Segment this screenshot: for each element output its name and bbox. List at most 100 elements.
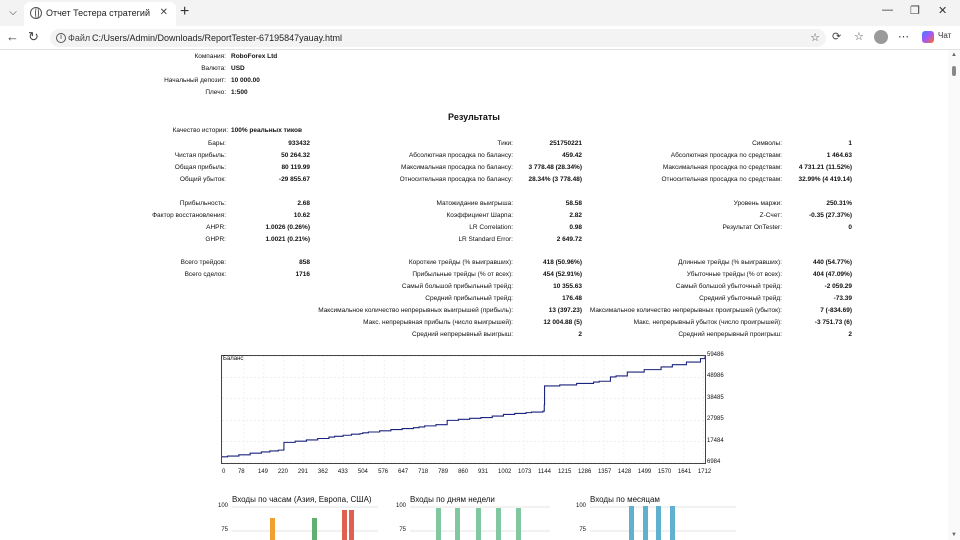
scroll-down-arrow[interactable]: ▼ xyxy=(951,532,957,538)
copilot-icon[interactable] xyxy=(922,31,934,43)
extension-icon[interactable]: ⟳ xyxy=(832,31,842,43)
col3-value: -73.39 xyxy=(833,295,852,302)
col1-label: Бары: xyxy=(208,140,226,147)
header-label: Компания: xyxy=(194,53,226,60)
col3-label: Максимальная просадка по средствам: xyxy=(662,164,782,171)
x-tick-label: 220 xyxy=(277,469,288,475)
reload-icon[interactable]: ↻ xyxy=(28,29,39,44)
col2-label: Коэффициент Шарпа: xyxy=(446,212,513,219)
mini-y-tick: 100 xyxy=(217,503,228,509)
x-tick-label: 789 xyxy=(438,469,449,475)
col3-value: 4 731.21 (11.52%) xyxy=(798,164,852,171)
results-heading: Результаты xyxy=(448,112,500,122)
scroll-thumb[interactable] xyxy=(952,66,956,76)
col2-label: Самый большой прибыльный трейд: xyxy=(401,283,513,290)
col3-value: 7 (-834.69) xyxy=(820,307,852,314)
col1-value: 1716 xyxy=(295,271,310,278)
y-tick-label: 59486 xyxy=(707,352,724,358)
info-icon[interactable]: i xyxy=(56,33,66,43)
col2-value: 12 004.88 (5) xyxy=(543,319,582,326)
col2-label: Максимальная просадка по балансу: xyxy=(401,164,513,171)
more-menu-icon[interactable]: ⋯ xyxy=(898,31,909,43)
col2-label: Средний прибыльный трейд: xyxy=(425,295,513,302)
mini-y-tick: 75 xyxy=(579,527,586,533)
col3-value: 404 (47.09%) xyxy=(812,271,852,278)
col3-value: 1 xyxy=(848,140,852,147)
mini-bar xyxy=(643,506,648,540)
col1-value: 1.0021 (0.21%) xyxy=(265,236,310,243)
x-tick-label: 1144 xyxy=(538,469,551,475)
col2-value: 176.48 xyxy=(562,295,582,302)
col1-label: GHPR: xyxy=(205,236,226,243)
globe-icon xyxy=(30,7,42,19)
mini-bar xyxy=(496,508,501,540)
x-tick-label: 1428 xyxy=(617,469,632,475)
col3-value: 1 464.63 xyxy=(826,152,852,159)
col3-label: Средний убыточный трейд: xyxy=(699,295,782,302)
header-label: Плечо: xyxy=(205,89,226,96)
x-tick-label: 860 xyxy=(458,469,469,475)
col3-value: 32.99% (4 419.14) xyxy=(798,176,852,183)
mini-y-tick: 100 xyxy=(575,503,586,509)
mini-bar xyxy=(349,510,354,540)
col2-value: 2 649.72 xyxy=(556,236,582,243)
back-icon[interactable]: ← xyxy=(6,29,19,44)
col1-label: AHPR: xyxy=(206,224,226,231)
col1-label: Всего сделок: xyxy=(184,271,226,278)
x-tick-label: 931 xyxy=(478,469,489,475)
col1-value: 80 119.99 xyxy=(281,164,310,171)
url-field[interactable]: i Файл C:/Users/Admin/Downloads/ReportTe… xyxy=(50,29,826,47)
x-tick-label: 576 xyxy=(378,469,389,475)
new-tab-button[interactable]: + xyxy=(180,3,190,20)
y-tick-label: 27985 xyxy=(707,416,724,423)
x-tick-label: 1002 xyxy=(498,469,512,475)
x-tick-label: 1641 xyxy=(677,469,692,475)
col1-value: -29 855.67 xyxy=(278,176,310,183)
favorites-icon[interactable]: ☆ xyxy=(854,31,864,43)
col2-value: 2 xyxy=(578,331,582,338)
col3-label: Убыточные трейды (% от всех): xyxy=(686,271,782,278)
x-tick-label: 1073 xyxy=(518,469,532,475)
x-tick-label: 0 xyxy=(222,469,226,475)
scrollbar[interactable]: ▲ ▼ xyxy=(948,50,960,540)
col1-value: 858 xyxy=(299,259,310,266)
x-tick-label: 362 xyxy=(317,469,328,475)
col1-label: Чистая прибыль: xyxy=(174,152,226,159)
mini-y-tick: 75 xyxy=(221,527,228,533)
col2-label: Матожидание выигрыша: xyxy=(436,200,513,207)
col3-value: 0 xyxy=(848,224,852,231)
chat-label[interactable]: Чат xyxy=(938,31,952,40)
header-value: 10 000.00 xyxy=(231,77,260,84)
mini-y-tick: 75 xyxy=(399,527,406,533)
col1-label: Общая прибыль: xyxy=(174,164,226,171)
col2-value: 28.34% (3 778.48) xyxy=(528,176,582,183)
balance-chart-title: Баланс xyxy=(223,356,244,362)
col2-value: 58.58 xyxy=(565,200,582,207)
col1-label: Общий убыток: xyxy=(179,176,226,183)
mini-bar xyxy=(656,506,661,540)
scroll-up-arrow[interactable]: ▲ xyxy=(951,52,957,58)
hours-chart-title: Входы по часам (Азия, Европа, США) xyxy=(232,495,372,504)
col3-label: Длинные трейды (% выигравших): xyxy=(678,259,782,266)
close-window-icon[interactable]: ✕ xyxy=(938,5,948,17)
maximize-icon[interactable]: ❐ xyxy=(910,5,920,17)
url-text[interactable]: C:/Users/Admin/Downloads/ReportTester-67… xyxy=(92,33,342,43)
col2-label: Максимальное количество непрерывных выиг… xyxy=(318,307,513,314)
col3-value: -3 751.73 (6) xyxy=(814,319,852,326)
col2-label: Короткие трейды (% выигравших): xyxy=(408,259,513,266)
tab-actions-button[interactable]: ⌵ xyxy=(9,7,17,18)
col2-label: Макс. непрерывная прибыль (число выигрыш… xyxy=(363,319,513,326)
minimize-icon[interactable]: — xyxy=(882,4,893,16)
close-tab-icon[interactable]: ✕ xyxy=(159,7,168,18)
profile-avatar[interactable] xyxy=(874,30,888,44)
col2-label: LR Standard Error: xyxy=(458,236,513,243)
tab-active[interactable]: Отчет Тестера стратегий ✕ xyxy=(24,2,176,26)
col2-value: 418 (50.96%) xyxy=(542,259,582,266)
x-tick-label: 1499 xyxy=(637,469,652,475)
col2-value: 454 (52.91%) xyxy=(542,271,582,278)
history-quality-label: Качество истории: xyxy=(172,127,228,134)
favorite-star-icon[interactable]: ☆ xyxy=(810,32,820,44)
history-quality-value: 100% реальных тиков xyxy=(231,127,302,134)
mini-bar xyxy=(312,518,317,540)
x-tick-label: 1286 xyxy=(577,469,592,475)
